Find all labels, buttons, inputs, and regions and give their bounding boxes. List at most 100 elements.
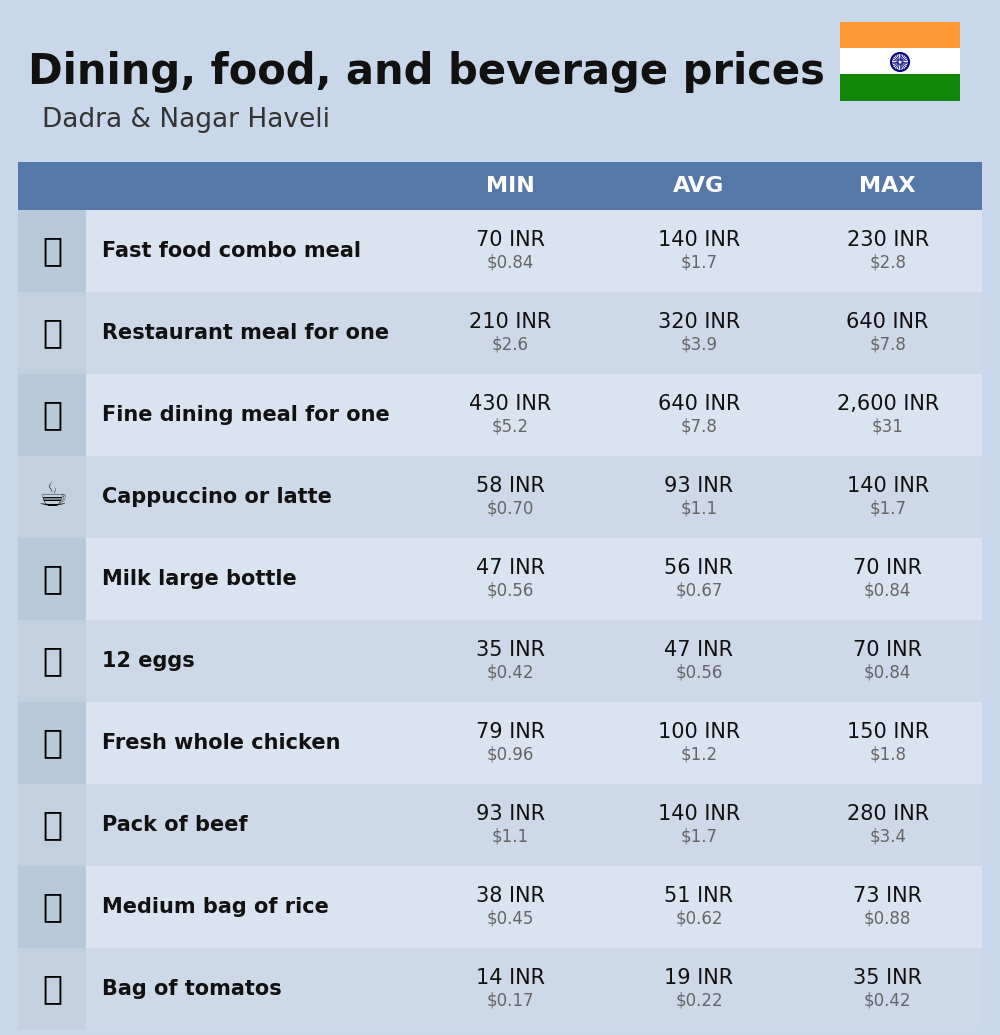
Bar bbox=[18, 866, 86, 948]
Text: 12 eggs: 12 eggs bbox=[102, 651, 195, 671]
Text: 70 INR: 70 INR bbox=[853, 640, 922, 659]
Text: $1.1: $1.1 bbox=[492, 827, 529, 846]
Text: 58 INR: 58 INR bbox=[476, 475, 545, 496]
Text: Fine dining meal for one: Fine dining meal for one bbox=[102, 405, 390, 425]
Bar bbox=[18, 538, 86, 620]
Text: 70 INR: 70 INR bbox=[476, 230, 545, 249]
Bar bbox=[86, 538, 982, 620]
Text: 🍽: 🍽 bbox=[42, 398, 62, 432]
Bar bbox=[840, 22, 960, 49]
Text: $0.17: $0.17 bbox=[487, 992, 534, 1009]
Text: 140 INR: 140 INR bbox=[658, 230, 740, 249]
Text: MIN: MIN bbox=[486, 176, 535, 196]
Text: 210 INR: 210 INR bbox=[469, 312, 551, 331]
Text: Bag of tomatos: Bag of tomatos bbox=[102, 979, 282, 999]
Bar bbox=[840, 48, 960, 75]
Bar bbox=[18, 374, 86, 456]
Bar bbox=[18, 162, 982, 210]
Text: $1.1: $1.1 bbox=[680, 500, 718, 518]
Bar bbox=[18, 702, 86, 783]
Text: $0.45: $0.45 bbox=[487, 910, 534, 927]
Text: $0.42: $0.42 bbox=[487, 663, 534, 681]
Text: Medium bag of rice: Medium bag of rice bbox=[102, 897, 329, 917]
Text: 70 INR: 70 INR bbox=[853, 558, 922, 578]
Text: 🐔: 🐔 bbox=[42, 727, 62, 760]
Text: $0.88: $0.88 bbox=[864, 910, 911, 927]
Bar bbox=[86, 783, 982, 866]
Text: $0.70: $0.70 bbox=[487, 500, 534, 518]
Bar bbox=[86, 620, 982, 702]
Bar bbox=[18, 948, 86, 1030]
Text: 35 INR: 35 INR bbox=[476, 640, 545, 659]
Text: $1.8: $1.8 bbox=[869, 745, 906, 764]
Text: Milk large bottle: Milk large bottle bbox=[102, 569, 297, 589]
Text: $7.8: $7.8 bbox=[681, 417, 717, 436]
Text: $31: $31 bbox=[872, 417, 904, 436]
Text: 2,600 INR: 2,600 INR bbox=[837, 393, 939, 414]
Bar bbox=[18, 210, 86, 292]
Text: 430 INR: 430 INR bbox=[469, 393, 551, 414]
Text: 🍚: 🍚 bbox=[42, 890, 62, 923]
Text: MAX: MAX bbox=[859, 176, 916, 196]
Text: $0.62: $0.62 bbox=[675, 910, 723, 927]
Text: 280 INR: 280 INR bbox=[847, 803, 929, 824]
Text: 150 INR: 150 INR bbox=[847, 721, 929, 741]
Text: $7.8: $7.8 bbox=[869, 335, 906, 354]
Text: 🍳: 🍳 bbox=[42, 317, 62, 350]
Text: $0.56: $0.56 bbox=[487, 582, 534, 599]
Text: $1.7: $1.7 bbox=[680, 254, 718, 271]
Text: 14 INR: 14 INR bbox=[476, 968, 545, 987]
Text: $3.9: $3.9 bbox=[680, 335, 718, 354]
Bar bbox=[840, 73, 960, 101]
Text: $2.8: $2.8 bbox=[869, 254, 906, 271]
Text: $0.67: $0.67 bbox=[675, 582, 723, 599]
Text: Pack of beef: Pack of beef bbox=[102, 815, 248, 835]
Text: $1.7: $1.7 bbox=[869, 500, 906, 518]
Text: $0.22: $0.22 bbox=[675, 992, 723, 1009]
Bar bbox=[18, 620, 86, 702]
Text: 🥛: 🥛 bbox=[42, 562, 62, 595]
Bar bbox=[86, 866, 982, 948]
Text: Fast food combo meal: Fast food combo meal bbox=[102, 241, 361, 261]
Text: Fresh whole chicken: Fresh whole chicken bbox=[102, 733, 340, 753]
Bar bbox=[86, 456, 982, 538]
Bar bbox=[18, 292, 86, 374]
Text: $3.4: $3.4 bbox=[869, 827, 906, 846]
Bar bbox=[86, 374, 982, 456]
Text: $1.7: $1.7 bbox=[680, 827, 718, 846]
Bar bbox=[18, 456, 86, 538]
Text: ☕: ☕ bbox=[37, 480, 67, 513]
Text: 🥩: 🥩 bbox=[42, 808, 62, 841]
Text: $2.6: $2.6 bbox=[492, 335, 529, 354]
Text: 47 INR: 47 INR bbox=[476, 558, 545, 578]
Text: 19 INR: 19 INR bbox=[664, 968, 734, 987]
Text: Dining, food, and beverage prices: Dining, food, and beverage prices bbox=[28, 51, 825, 93]
Text: Cappuccino or latte: Cappuccino or latte bbox=[102, 487, 332, 507]
Text: 93 INR: 93 INR bbox=[664, 475, 734, 496]
Bar bbox=[86, 702, 982, 783]
Text: 🍔: 🍔 bbox=[42, 235, 62, 267]
Text: $0.84: $0.84 bbox=[864, 582, 911, 599]
Text: $5.2: $5.2 bbox=[492, 417, 529, 436]
Text: $0.96: $0.96 bbox=[487, 745, 534, 764]
Text: AVG: AVG bbox=[673, 176, 725, 196]
Text: Dadra & Nagar Haveli: Dadra & Nagar Haveli bbox=[42, 107, 330, 134]
Text: 79 INR: 79 INR bbox=[476, 721, 545, 741]
Text: 47 INR: 47 INR bbox=[664, 640, 734, 659]
Text: 51 INR: 51 INR bbox=[664, 886, 734, 906]
Bar bbox=[86, 948, 982, 1030]
Text: 56 INR: 56 INR bbox=[664, 558, 734, 578]
Text: 35 INR: 35 INR bbox=[853, 968, 922, 987]
Text: 🍅: 🍅 bbox=[42, 973, 62, 1005]
Text: 100 INR: 100 INR bbox=[658, 721, 740, 741]
Text: $0.84: $0.84 bbox=[487, 254, 534, 271]
Text: $0.84: $0.84 bbox=[864, 663, 911, 681]
Text: 140 INR: 140 INR bbox=[847, 475, 929, 496]
Text: 320 INR: 320 INR bbox=[658, 312, 740, 331]
Bar bbox=[86, 210, 982, 292]
Bar bbox=[18, 783, 86, 866]
Text: $1.2: $1.2 bbox=[680, 745, 718, 764]
Bar bbox=[86, 292, 982, 374]
Text: 640 INR: 640 INR bbox=[846, 312, 929, 331]
Text: 93 INR: 93 INR bbox=[476, 803, 545, 824]
